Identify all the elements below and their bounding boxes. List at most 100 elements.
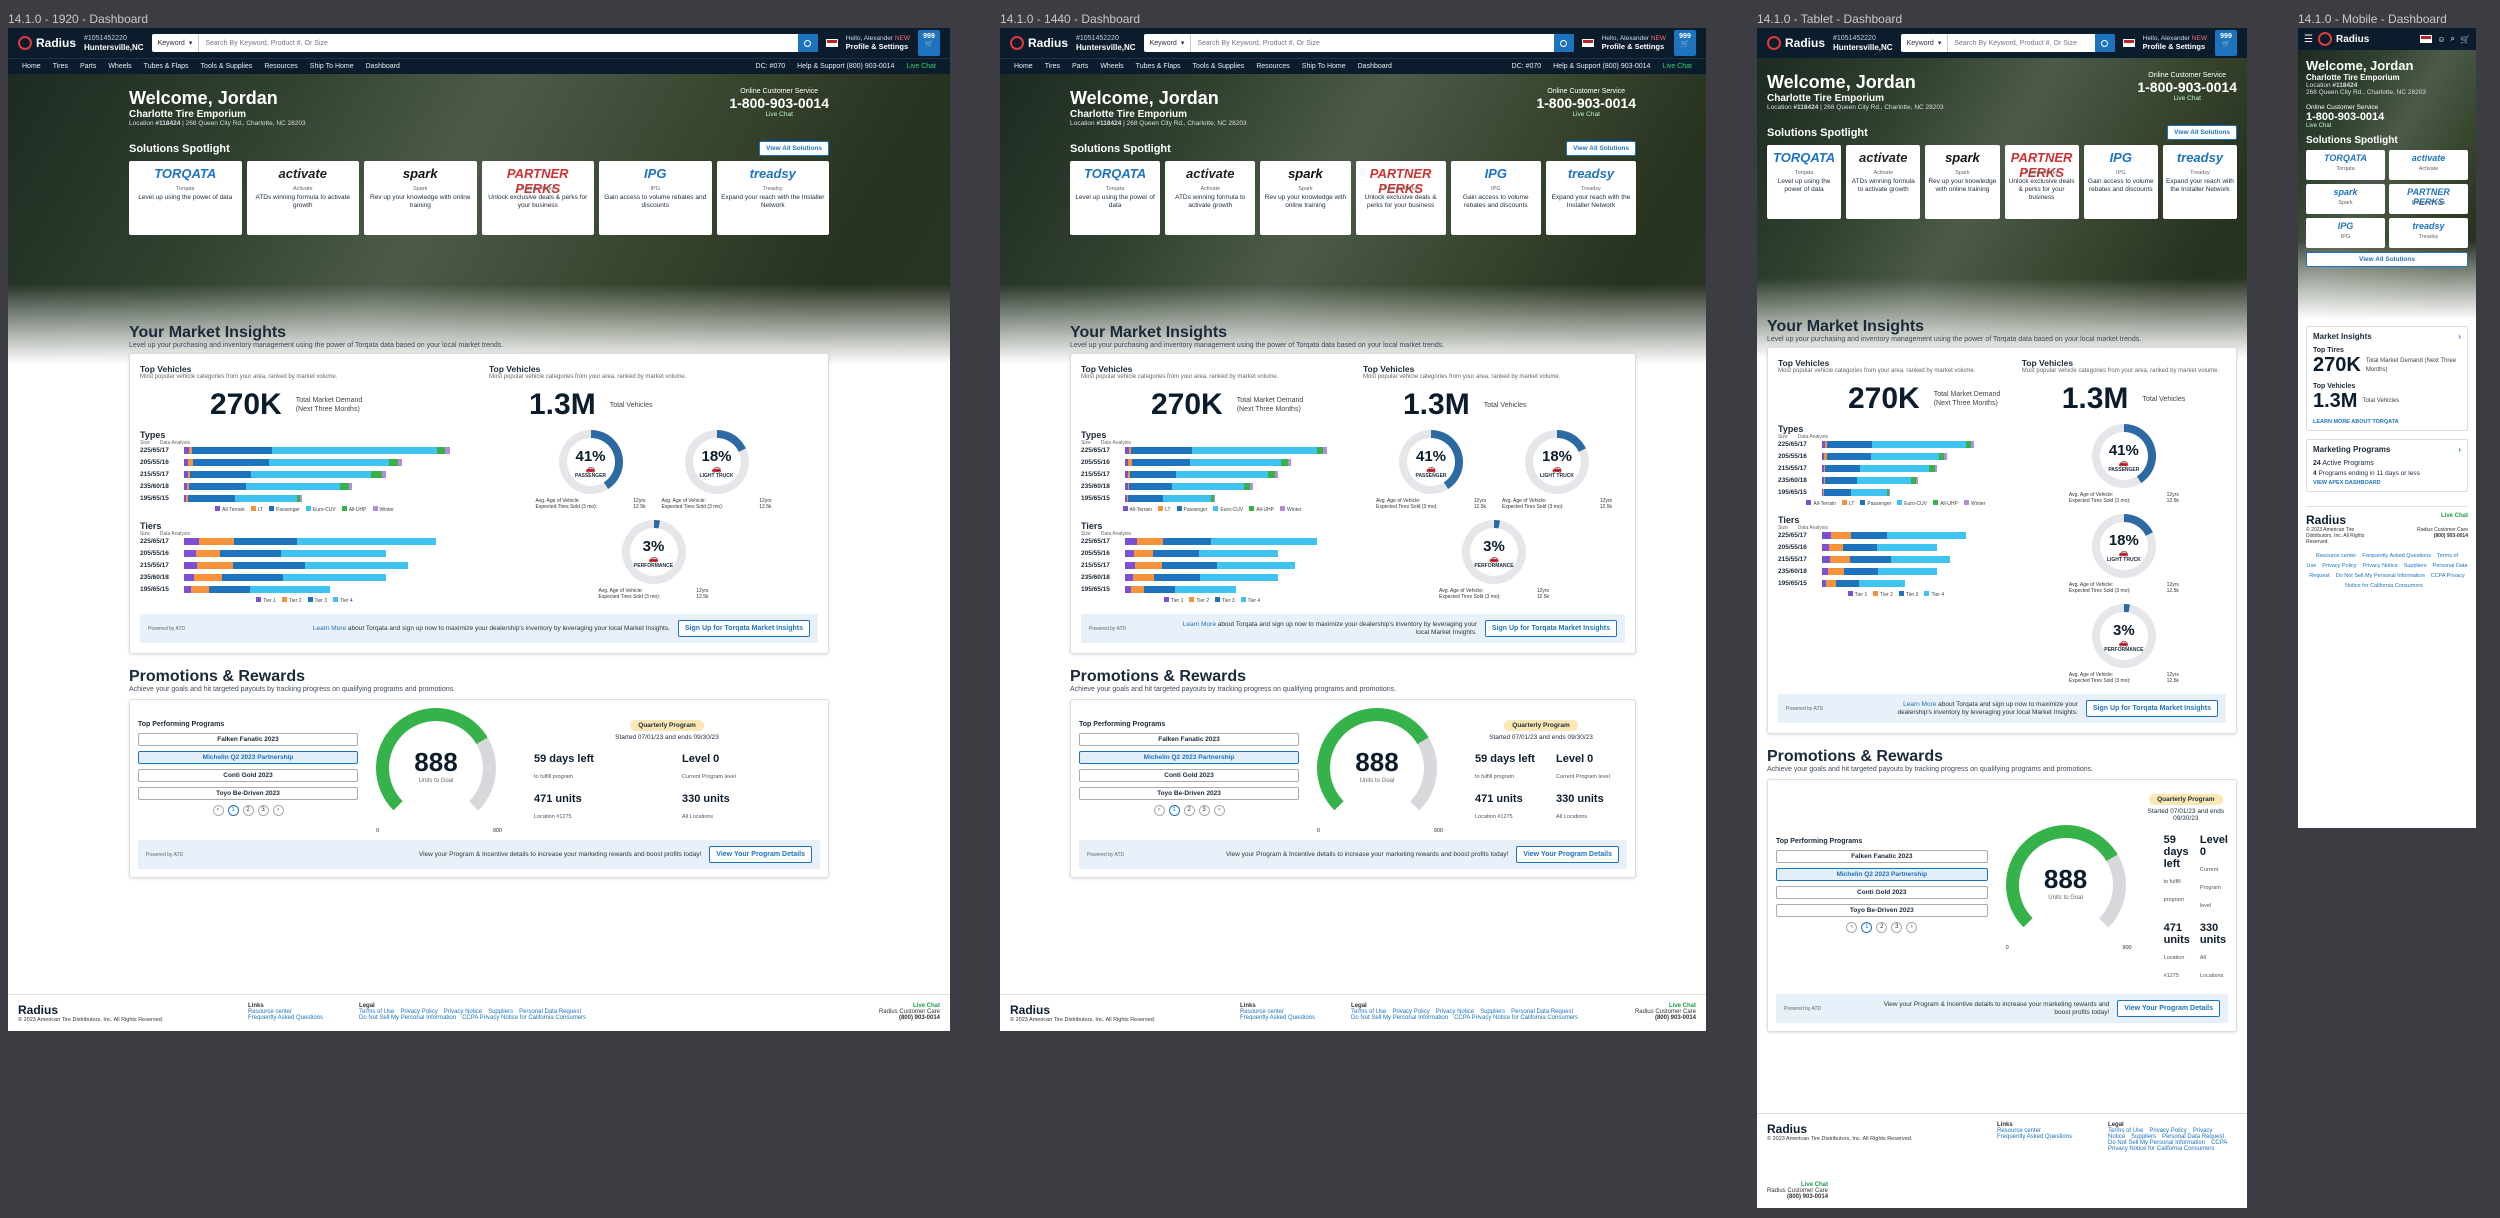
market-insights-header[interactable]: Market Insights ›	[2313, 332, 2461, 341]
nav-live-chat[interactable]: Live Chat	[906, 63, 936, 70]
m-solution-card[interactable]: activate Activate	[2389, 150, 2468, 180]
signup-torqata-button[interactable]: Sign Up for Torqata Market Insights	[1484, 620, 1617, 637]
solution-card-ipg[interactable]: IPG IPG Gain access to volume rebates and …	[2083, 145, 2158, 219]
footer-legal-link[interactable]: Do Not Sell My Personal Information	[2335, 573, 2425, 579]
footer-phone[interactable]: (800) 903-0014	[1787, 1194, 1829, 1200]
prev-page-icon[interactable]: ‹	[212, 804, 224, 816]
footer-live-chat[interactable]: Live Chat	[1801, 1182, 1829, 1188]
nav-item[interactable]: Parts	[1071, 63, 1089, 70]
solution-card-activate[interactable]: activate Activate ATDs winning formula to …	[1846, 145, 1921, 219]
footer-legal-link[interactable]: Suppliers	[488, 1009, 514, 1015]
program-item[interactable]: Toyo Be-Driven 2023	[138, 786, 358, 800]
cart-icon[interactable]: 🛒	[2460, 34, 2470, 44]
cart-button[interactable]: 999 🛒	[2215, 30, 2237, 56]
signup-torqata-button[interactable]: Sign Up for Torqata Market Insights	[677, 620, 810, 637]
nav-item[interactable]: Tires	[1044, 63, 1060, 70]
search-input[interactable]: Search By Keyword, Product #, Or Size	[1954, 39, 2077, 47]
footer-link[interactable]: Frequently Asked Questions	[248, 1015, 324, 1021]
solution-card-activate[interactable]: activate Activate ATDs winning formula to …	[1165, 161, 1256, 235]
footer-phone[interactable]: (800) 903-0014	[898, 1015, 940, 1021]
solution-card-torqata[interactable]: TORQATA Torqata Level up using the power o…	[129, 161, 242, 235]
footer-legal-link[interactable]: Privacy Notice	[2108, 1128, 2213, 1140]
footer-legal-link[interactable]: Personal Data Request	[1511, 1009, 1574, 1015]
footer-legal-link[interactable]: Suppliers	[1480, 1009, 1506, 1015]
solution-card-spark[interactable]: spark Spark Rev up your knowledge with onl…	[364, 161, 477, 235]
footer-legal-link[interactable]: Do Not Sell My Personal Information	[1351, 1015, 1449, 1021]
prev-page-icon[interactable]: ‹	[1153, 804, 1165, 816]
page-3[interactable]: 3	[257, 804, 269, 816]
search-input[interactable]: Search By Keyword, Product #, Or Size	[1197, 39, 1320, 47]
footer-legal-link[interactable]: Terms of Use	[359, 1009, 395, 1015]
view-program-details-button[interactable]: View Your Program Details	[1516, 846, 1619, 863]
program-item[interactable]: Falken Fanatic 2023	[1079, 732, 1299, 746]
live-chat[interactable]: Live Chat	[765, 111, 793, 118]
help-support[interactable]: Help & Support (800) 903-0014	[797, 63, 895, 70]
user-icon[interactable]: ☺	[2437, 34, 2446, 44]
dc-label[interactable]: DC: #070	[755, 63, 786, 70]
account-location[interactable]: #1051452220 Huntersville,NC	[1833, 34, 1893, 52]
program-item[interactable]: Michelin Q2 2023 Partnership	[138, 750, 358, 764]
search-button[interactable]	[1553, 34, 1574, 52]
footer-legal-link[interactable]: Privacy Policy	[2322, 563, 2357, 569]
footer-legal-link[interactable]: CCPA Privacy Notice for California Consu…	[1454, 1015, 1579, 1021]
next-page-icon[interactable]: ›	[272, 804, 284, 816]
page-1[interactable]: 1	[1861, 921, 1873, 933]
logo[interactable]: Radius	[1010, 36, 1068, 50]
nav-item[interactable]: Tools & Supplies	[200, 63, 253, 70]
program-item[interactable]: Toyo Be-Driven 2023	[1776, 903, 1988, 917]
page-2[interactable]: 2	[1876, 921, 1888, 933]
profile-menu[interactable]: Hello, Alexander NEW Profile & Settings	[1602, 35, 1666, 51]
m-solution-card[interactable]: IPG IPG	[2306, 218, 2385, 248]
footer-logo[interactable]: Radius	[1010, 1003, 1051, 1017]
footer-link[interactable]: Frequently Asked Questions	[1240, 1015, 1316, 1021]
flag-icon[interactable]	[825, 39, 838, 47]
m-solution-card[interactable]: PARTNER PERKS Partner Perks	[2389, 184, 2468, 214]
page-1[interactable]: 1	[227, 804, 239, 816]
footer-legal-link[interactable]: Privacy Policy	[1392, 1009, 1430, 1015]
learn-more-torqata-link[interactable]: LEARN MORE ABOUT TORQATA	[2313, 419, 2399, 425]
keyword-select[interactable]: Keyword ▾	[1144, 34, 1192, 52]
nav-live-chat[interactable]: Live Chat	[1662, 63, 1692, 70]
nav-item[interactable]: Wheels	[1100, 63, 1124, 70]
program-item[interactable]: Falken Fanatic 2023	[1776, 849, 1988, 863]
signup-torqata-button[interactable]: Sign Up for Torqata Market Insights	[2085, 700, 2218, 717]
next-page-icon[interactable]: ›	[1213, 804, 1225, 816]
footer-legal-link[interactable]: Personal Data Request	[2162, 1134, 2225, 1140]
nav-item[interactable]: Tubes & Flaps	[1135, 63, 1181, 70]
logo[interactable]: Radius	[1767, 36, 1825, 50]
footer-legal-link[interactable]: Privacy Policy	[2149, 1128, 2187, 1134]
footer-legal-link[interactable]: CCPA Privacy Notice for California Consu…	[2108, 1140, 2227, 1152]
solution-card-spark[interactable]: spark Spark Rev up your knowledge with onl…	[1925, 145, 2000, 219]
solution-card-torqata[interactable]: TORQATA Torqata Level up using the power o…	[1767, 145, 1842, 219]
nav-item[interactable]: Ship To Home	[1301, 63, 1346, 70]
cart-button[interactable]: 999 🛒	[1674, 30, 1696, 56]
phone[interactable]: 1-800-903-0014	[1536, 95, 1636, 111]
solution-card-partner-perks[interactable]: PARTNER PERKS Partner Perks Unlock exclusi…	[1355, 161, 1446, 235]
live-chat[interactable]: Live Chat	[1572, 111, 1600, 118]
program-item[interactable]: Toyo Be-Driven 2023	[1079, 786, 1299, 800]
footer-legal-link[interactable]: Suppliers	[2403, 563, 2427, 569]
footer-legal-link[interactable]: Personal Data Request	[519, 1009, 582, 1015]
nav-item[interactable]: Ship To Home	[309, 63, 354, 70]
footer-logo[interactable]: Radius	[18, 1003, 59, 1017]
page-3[interactable]: 3	[1198, 804, 1210, 816]
footer-live-chat[interactable]: Live Chat	[2440, 513, 2468, 519]
footer-phone[interactable]: (800) 903-0014	[2433, 533, 2468, 539]
footer-legal-link[interactable]: Do Not Sell My Personal Information	[2108, 1140, 2206, 1146]
search-icon[interactable]: ⌕	[2450, 34, 2456, 43]
live-chat[interactable]: Live Chat	[2306, 123, 2332, 129]
page-1[interactable]: 1	[1168, 804, 1180, 816]
page-2[interactable]: 2	[1183, 804, 1195, 816]
solution-card-ipg[interactable]: IPG IPG Gain access to volume rebates and …	[599, 161, 712, 235]
learn-more-link[interactable]: Learn More	[1903, 700, 1937, 708]
solution-card-ipg[interactable]: IPG IPG Gain access to volume rebates and …	[1450, 161, 1541, 235]
solution-card-spark[interactable]: spark Spark Rev up your knowledge with onl…	[1260, 161, 1351, 235]
program-item[interactable]: Falken Fanatic 2023	[138, 732, 358, 746]
nav-item[interactable]: Dashboard	[1357, 63, 1392, 70]
footer-legal-link[interactable]: Privacy Notice	[2362, 563, 2398, 569]
footer-legal-link[interactable]: Suppliers	[2131, 1134, 2157, 1140]
prev-page-icon[interactable]: ‹	[1846, 921, 1858, 933]
nav-item[interactable]: Tires	[52, 63, 68, 70]
search-button[interactable]	[2094, 34, 2115, 52]
nav-item[interactable]: Home	[1014, 63, 1033, 70]
